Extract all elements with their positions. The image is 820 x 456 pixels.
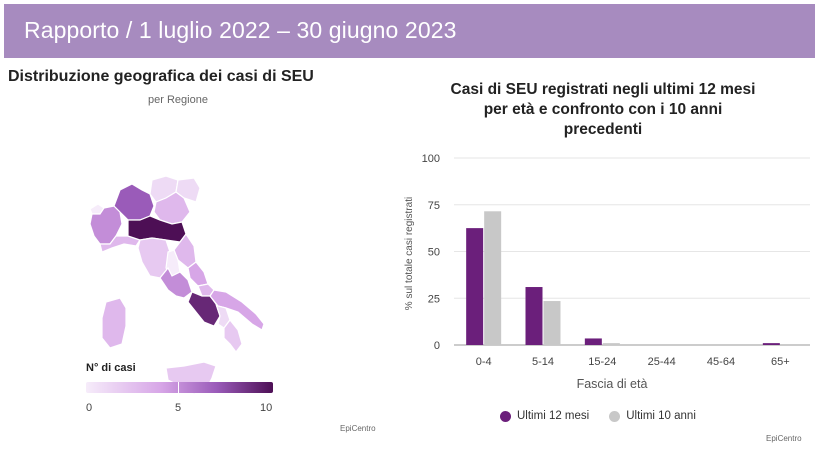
chart-title: Casi di SEU registrati negli ultimi 12 m… [422,80,784,140]
bar-5-14-series-2 [543,301,561,345]
region-abruzzo[interactable] [187,261,209,287]
y-tick-label-75: 75 [428,200,440,212]
legend-item-series-2[interactable]: Ultimi 10 anni [609,410,696,422]
chart-legend: Ultimi 12 mesi Ultimi 10 anni [500,410,716,422]
chart-title-line-2: per età e confronto con i 10 anni [483,101,723,118]
legend-label-series-1: Ultimi 12 mesi [517,410,590,422]
x-tick-label-25-44: 25-44 [648,356,676,368]
x-tick-label-65+: 65+ [771,356,790,368]
region-lombardia[interactable] [113,183,155,221]
x-tick-label-15-24: 15-24 [588,356,616,368]
bar-0-4-series-1 [466,228,484,345]
region-friuli-venezia-giulia[interactable] [175,177,201,203]
legend-color-scale [86,382,273,393]
region-calabria[interactable] [223,319,243,352]
y-tick-label-50: 50 [428,247,440,259]
region-veneto[interactable] [153,191,191,225]
region-piemonte[interactable] [89,205,123,245]
map-title: Distribuzione geografica dei casi di SEU [8,68,314,85]
header-banner: Rapporto / 1 luglio 2022 – 30 giugno 202… [4,4,815,58]
legend-tick-mid: 5 [175,402,182,414]
y-tick-label-100: 100 [422,153,440,165]
chart-credit: EpiCentro [766,434,802,443]
bar-65+-series-1 [762,343,780,345]
region-sardegna[interactable] [101,297,127,349]
region-liguria[interactable] [99,235,141,253]
legend-label-series-2: Ultimi 10 anni [626,410,696,422]
bar-15-24-series-2 [602,343,620,345]
x-tick-label-45-64: 45-64 [707,356,735,368]
y-tick-label-0: 0 [434,340,440,352]
italy-choropleth-map [89,175,265,352]
bar-45-64-series-2 [721,344,739,345]
chart-title-line-1: Casi di SEU registrati negli ultimi 12 m… [450,81,756,98]
report-title: Rapporto / 1 luglio 2022 – 30 giugno 202… [24,17,457,43]
legend-tick-max: 10 [260,402,273,414]
legend-item-series-1[interactable]: Ultimi 12 mesi [500,410,589,422]
bar-5-14-series-1 [525,287,543,345]
bar-chart: 0 25 50 75 100 0-4 5-14 15-24 25-44 45-64 65+ Fasci… [404,153,810,391]
y-tick-label-25: 25 [428,293,440,305]
map-subtitle: per Regione [148,94,208,106]
bar-25-44-series-2 [662,344,680,345]
legend-title: N° di casi [86,362,136,374]
y-axis-label: % sul totale casi registrati [404,197,415,310]
map-credit: EpiCentro [340,424,376,433]
legend-midpoint-marker [178,382,179,393]
bar-0-4-series-2 [484,211,502,345]
bar-15-24-series-1 [584,338,602,345]
legend-tick-min: 0 [86,402,93,414]
region-lazio[interactable] [159,266,193,299]
map-panel: Distribuzione geografica dei casi di SEU… [0,58,392,456]
chart-panel: Casi di SEU registrati negli ultimi 12 m… [392,58,820,456]
x-tick-label-0-4: 0-4 [476,356,492,368]
legend-dot-series-2 [609,410,621,422]
chart-title-line-3: precedenti [563,121,643,138]
bar-65+-series-2 [780,344,798,345]
region-campania[interactable] [187,291,221,327]
x-axis-label: Fascia di età [577,377,648,391]
legend-dot-series-1 [500,410,511,422]
x-tick-label-5-14: 5-14 [532,356,554,368]
